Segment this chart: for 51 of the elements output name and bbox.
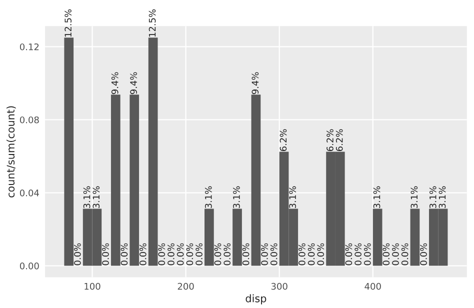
x-tick-label: 400 — [364, 282, 381, 290]
data-label: 3.1% — [373, 186, 380, 208]
y-tick-label: 0.08 — [20, 116, 39, 124]
data-label: 0.0% — [120, 243, 128, 266]
data-label: 0.0% — [214, 243, 222, 266]
data-label: 0.0% — [317, 243, 324, 266]
data-label: 3.1% — [429, 186, 436, 208]
y-tick-label: 0.04 — [20, 189, 39, 196]
y-tick-label: 0.00 — [20, 262, 39, 270]
data-label: 3.1% — [92, 186, 100, 208]
data-label: 0.0% — [102, 243, 109, 266]
data-label: 0.0% — [298, 243, 306, 266]
data-label: 0.0% — [364, 243, 371, 266]
data-label: 0.0% — [382, 243, 390, 266]
data-label: 9.4% — [130, 72, 137, 94]
y-axis-title: count/sum(count) — [6, 106, 16, 198]
data-label: 0.0% — [401, 243, 408, 266]
data-label: 12.5% — [148, 9, 156, 37]
x-tick-label: 100 — [84, 282, 100, 290]
data-label: 0.0% — [74, 243, 81, 266]
data-label: 6.2% — [280, 129, 287, 152]
data-label: 3.1% — [438, 186, 446, 208]
data-label: 0.0% — [308, 243, 315, 266]
x-tick-label: 300 — [271, 282, 288, 290]
data-label: 6.2% — [326, 129, 334, 152]
data-label: 0.0% — [345, 243, 352, 266]
data-label: 12.5% — [64, 9, 72, 37]
data-label: 0.0% — [158, 243, 166, 266]
data-label: 0.0% — [196, 243, 202, 266]
data-label: 9.4% — [252, 72, 259, 94]
y-tick-label: 0.12 — [20, 43, 39, 50]
data-label: 9.4% — [111, 72, 118, 94]
x-axis-title: disp — [246, 294, 266, 304]
data-label: 0.0% — [140, 243, 146, 266]
data-label: 0.0% — [176, 243, 184, 266]
data-label: 3.1% — [289, 186, 296, 208]
data-label: 3.1% — [410, 186, 418, 208]
data-label: 3.1% — [83, 186, 90, 208]
x-tick-label: 200 — [178, 282, 194, 290]
data-label: 0.0% — [354, 243, 362, 266]
data-label: 0.0% — [261, 243, 268, 266]
data-label: 0.0% — [224, 243, 231, 266]
data-label: 3.1% — [233, 186, 240, 208]
data-label: 0.0% — [392, 243, 399, 266]
data-label: 0.0% — [270, 243, 278, 266]
data-label: 6.2% — [336, 129, 343, 152]
data-label: 0.0% — [186, 243, 194, 266]
data-label: 0.0% — [420, 243, 427, 266]
data-label: 3.1% — [204, 186, 212, 208]
data-label: 0.0% — [168, 243, 174, 266]
data-label: 0.0% — [242, 243, 250, 266]
